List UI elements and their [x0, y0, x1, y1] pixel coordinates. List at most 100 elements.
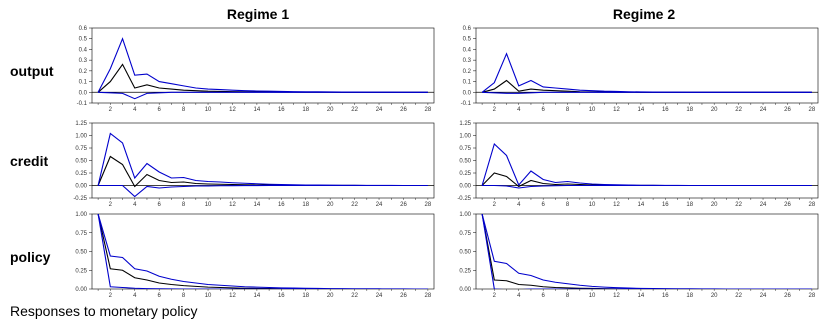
x-tick-label: 26 — [400, 293, 407, 299]
x-tick-label: 22 — [351, 202, 358, 208]
x-tick-label: 2 — [493, 202, 497, 208]
x-tick-label: 24 — [376, 202, 383, 208]
x-tick-label: 14 — [254, 293, 261, 299]
x-tick-label: 22 — [735, 107, 742, 113]
upper-band-line-credit-1 — [97, 132, 428, 187]
x-tick-label: 26 — [784, 107, 791, 113]
y-tick-label: 0.50 — [75, 250, 87, 256]
x-tick-label: 8 — [566, 293, 570, 299]
response-line-credit-1 — [97, 155, 428, 188]
panel-frame — [475, 213, 819, 290]
x-tick-label: 14 — [254, 107, 261, 113]
y-tick-label: 0.50 — [459, 159, 471, 165]
regime-1-title: Regime 1 — [227, 6, 289, 22]
x-tick-label: 8 — [182, 202, 186, 208]
x-tick-label: 26 — [400, 202, 407, 208]
y-tick-label: 0.75 — [75, 146, 87, 152]
y-tick-label: 0.25 — [75, 268, 87, 274]
x-tick-label: 28 — [809, 293, 816, 299]
x-tick-label: 16 — [662, 293, 669, 299]
x-tick-label: 14 — [638, 202, 645, 208]
y-tick-label: 0.5 — [463, 37, 472, 43]
response-line-output-1 — [97, 63, 428, 93]
x-tick-label: 20 — [711, 107, 718, 113]
x-tick-label: 24 — [760, 202, 767, 208]
y-tick-label: 0.00 — [75, 287, 87, 293]
x-tick-label: 22 — [351, 293, 358, 299]
x-tick-label: 4 — [133, 107, 137, 113]
x-tick-label: 20 — [711, 293, 718, 299]
lower-band-line-credit-1 — [98, 184, 428, 198]
y-tick-label: 0.50 — [459, 250, 471, 256]
x-tick-label: 2 — [109, 107, 113, 113]
y-tick-label: 0.6 — [79, 26, 88, 32]
x-tick-label: 8 — [182, 293, 186, 299]
y-tick-label: 0.0 — [79, 90, 88, 96]
x-tick-label: 10 — [589, 107, 596, 113]
x-tick-label: 8 — [182, 107, 186, 113]
x-tick-label: 20 — [327, 293, 334, 299]
row-label-credit: credit — [10, 153, 48, 169]
lower-band-line-policy-2 — [481, 214, 812, 289]
y-tick-label: 0.3 — [79, 58, 88, 64]
y-tick-label: 0.2 — [463, 69, 472, 75]
y-tick-label: -0.1 — [461, 101, 472, 107]
x-tick-label: 18 — [302, 107, 309, 113]
row-label-policy: policy — [10, 249, 51, 265]
x-tick-label: 20 — [711, 202, 718, 208]
x-tick-label: 18 — [686, 293, 693, 299]
x-tick-label: 26 — [784, 202, 791, 208]
y-tick-label: 0.00 — [459, 184, 471, 190]
x-tick-label: 16 — [278, 293, 285, 299]
upper-band-line-output-1 — [97, 37, 428, 93]
y-tick-label: 0.00 — [75, 184, 87, 190]
response-line-policy-1 — [97, 214, 428, 289]
x-tick-label: 6 — [542, 293, 546, 299]
x-tick-label: 2 — [109, 202, 113, 208]
x-tick-label: 6 — [158, 293, 162, 299]
x-tick-label: 4 — [133, 202, 137, 208]
x-tick-label: 6 — [158, 107, 162, 113]
x-tick-label: 24 — [760, 293, 767, 299]
y-tick-label: 0.75 — [459, 146, 471, 152]
panel-credit-1: -0.250.000.250.500.751.001.252 4 6 8 10 12 14 1… — [73, 121, 435, 208]
x-tick-label: 18 — [302, 202, 309, 208]
x-tick-label: 2 — [493, 107, 497, 113]
x-tick-label: 10 — [205, 293, 212, 299]
y-tick-label: 0.50 — [75, 159, 87, 165]
upper-band-line-output-2 — [481, 52, 812, 93]
x-tick-label: 6 — [542, 107, 546, 113]
x-tick-label: 22 — [735, 202, 742, 208]
row-label-output: output — [10, 63, 54, 79]
lower-band-line-output-2 — [482, 91, 812, 94]
x-tick-label: 18 — [302, 293, 309, 299]
panel-credit-2: -0.250.000.250.500.751.001.252 4 6 8 10 12 14 1… — [457, 121, 819, 208]
y-tick-label: 1.00 — [459, 212, 471, 218]
x-tick-label: 4 — [517, 293, 521, 299]
x-tick-label: 8 — [566, 202, 570, 208]
x-tick-label: 10 — [589, 293, 596, 299]
x-tick-label: 16 — [278, 202, 285, 208]
y-tick-label: 1.00 — [75, 212, 87, 218]
x-tick-label: 14 — [638, 293, 645, 299]
figure-caption: Responses to monetary policy — [10, 303, 198, 319]
x-tick-label: 22 — [351, 107, 358, 113]
x-tick-label: 10 — [205, 107, 212, 113]
x-tick-label: 8 — [566, 107, 570, 113]
x-tick-label: 16 — [278, 107, 285, 113]
panel-policy-1: 0.000.250.500.751.002 4 6 8 10 12 14 16 18 20 22 24… — [75, 212, 435, 299]
x-tick-label: 20 — [327, 202, 334, 208]
x-tick-label: 26 — [400, 107, 407, 113]
x-tick-label: 12 — [613, 293, 620, 299]
x-tick-label: 28 — [809, 107, 816, 113]
y-tick-label: 0.1 — [463, 80, 472, 86]
y-tick-label: -0.25 — [73, 196, 87, 202]
panel-output-2: -0.10.00.10.20.30.40.50.62 4 6 8 10 12 14 16 18 2… — [461, 26, 819, 113]
y-tick-label: 0.6 — [463, 26, 472, 32]
y-tick-label: 0.1 — [79, 80, 88, 86]
x-tick-label: 6 — [158, 202, 162, 208]
x-tick-label: 10 — [205, 202, 212, 208]
y-tick-label: 0.4 — [79, 47, 88, 53]
x-tick-label: 4 — [517, 107, 521, 113]
